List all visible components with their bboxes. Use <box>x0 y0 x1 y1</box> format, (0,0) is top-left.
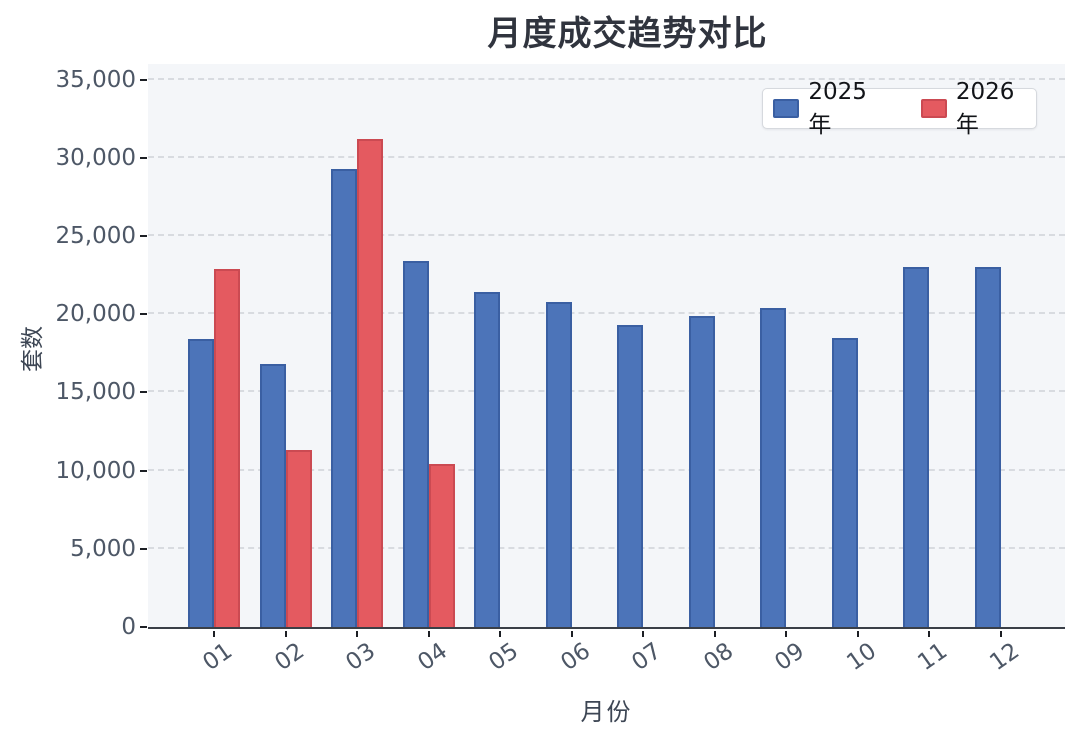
y-tick-mark-0 <box>140 626 147 628</box>
x-axis-tick-labels: 01 02 03 04 05 06 07 08 09 10 11 12 <box>148 631 1065 691</box>
bar-2025年-10 <box>831 337 858 627</box>
y-tick-mark-10000 <box>140 469 147 472</box>
bar-2025年-07 <box>617 325 644 627</box>
gridline-10000 <box>148 468 1065 471</box>
y-tick-mark-30000 <box>140 156 147 159</box>
bar-2026年-03 <box>357 139 384 627</box>
gridline-30000 <box>148 155 1065 158</box>
x-tick-mark-07 <box>642 631 645 637</box>
y-tick-mark-25000 <box>140 235 147 238</box>
x-tick-mark-10 <box>856 631 859 637</box>
y-tick-label-35000: 35,000 <box>55 66 136 93</box>
x-tick-mark-03 <box>356 631 359 637</box>
x-tick-label-07: 07 <box>627 638 667 677</box>
x-tick-label-02: 02 <box>269 638 309 677</box>
bar-2026年-02 <box>285 450 312 627</box>
x-tick-label-04: 04 <box>412 638 452 677</box>
x-tick-label-11: 11 <box>913 638 953 677</box>
y-tick-label-15000: 15,000 <box>55 379 136 406</box>
bar-2025年-08 <box>688 315 715 627</box>
bar-2025年-06 <box>545 301 572 627</box>
x-tick-mark-06 <box>570 631 573 637</box>
legend: 2025年 2026年 <box>762 79 1037 138</box>
y-tick-label-0: 0 <box>121 614 136 640</box>
y-tick-mark-35000 <box>140 78 147 81</box>
plot-area <box>148 64 1065 637</box>
bar-2025年-03 <box>331 168 358 627</box>
bar-2026年-01 <box>214 268 241 627</box>
x-tick-label-05: 05 <box>484 638 524 677</box>
x-tick-label-03: 03 <box>341 638 381 677</box>
y-tick-mark-5000 <box>140 547 147 550</box>
y-tick-label-30000: 30,000 <box>55 144 136 171</box>
x-tick-mark-12 <box>999 631 1002 637</box>
gridline-25000 <box>148 234 1065 237</box>
gridline-15000 <box>148 390 1065 393</box>
bar-2025年-12 <box>974 267 1001 627</box>
x-tick-label-10: 10 <box>841 638 881 677</box>
x-tick-label-01: 01 <box>198 638 238 677</box>
legend-item-2026: 2026年 <box>920 78 1027 139</box>
y-tick-label-10000: 10,000 <box>55 457 136 484</box>
y-tick-label-20000: 20,000 <box>55 301 136 328</box>
y-axis-title: 套数 <box>20 326 46 372</box>
gridline-5000 <box>148 546 1065 549</box>
legend-item-2025: 2025年 <box>773 79 879 139</box>
bar-2025年-05 <box>474 292 501 627</box>
x-tick-mark-08 <box>713 631 716 637</box>
bar-2026年-04 <box>428 464 455 627</box>
bar-2025年-01 <box>188 339 215 627</box>
x-tick-label-08: 08 <box>698 638 738 677</box>
legend-label-2026: 2026年 <box>955 78 1015 138</box>
legend-swatch-2025 <box>773 99 800 118</box>
x-tick-mark-05 <box>499 631 502 637</box>
legend-label-2025: 2025年 <box>808 78 867 138</box>
x-tick-label-12: 12 <box>984 638 1024 677</box>
y-axis: 0 5,000 10,000 15,000 20,000 25,000 30,000 35,0… <box>0 64 148 640</box>
legend-swatch-2026 <box>920 99 947 118</box>
bar-2025年-11 <box>903 267 930 627</box>
x-tick-label-06: 06 <box>555 638 595 677</box>
y-tick-label-25000: 25,000 <box>55 223 136 250</box>
y-tick-label-5000: 5,000 <box>70 535 136 562</box>
gridline-20000 <box>148 312 1065 315</box>
x-tick-mark-01 <box>213 631 216 637</box>
x-tick-label-09: 09 <box>770 638 810 677</box>
y-tick-mark-20000 <box>140 313 147 316</box>
bar-2025年-09 <box>760 307 787 627</box>
gridline-35000 <box>148 77 1065 80</box>
chart-title: 月度成交趋势对比 <box>487 14 768 54</box>
x-tick-mark-02 <box>284 631 287 637</box>
bar-2025年-04 <box>402 261 429 627</box>
x-tick-mark-04 <box>427 631 430 637</box>
x-tick-mark-11 <box>928 631 931 637</box>
y-tick-mark-15000 <box>140 391 147 394</box>
x-tick-mark-09 <box>785 631 788 637</box>
bar-2025年-02 <box>259 364 286 627</box>
x-axis-title: 月份 <box>580 698 633 726</box>
